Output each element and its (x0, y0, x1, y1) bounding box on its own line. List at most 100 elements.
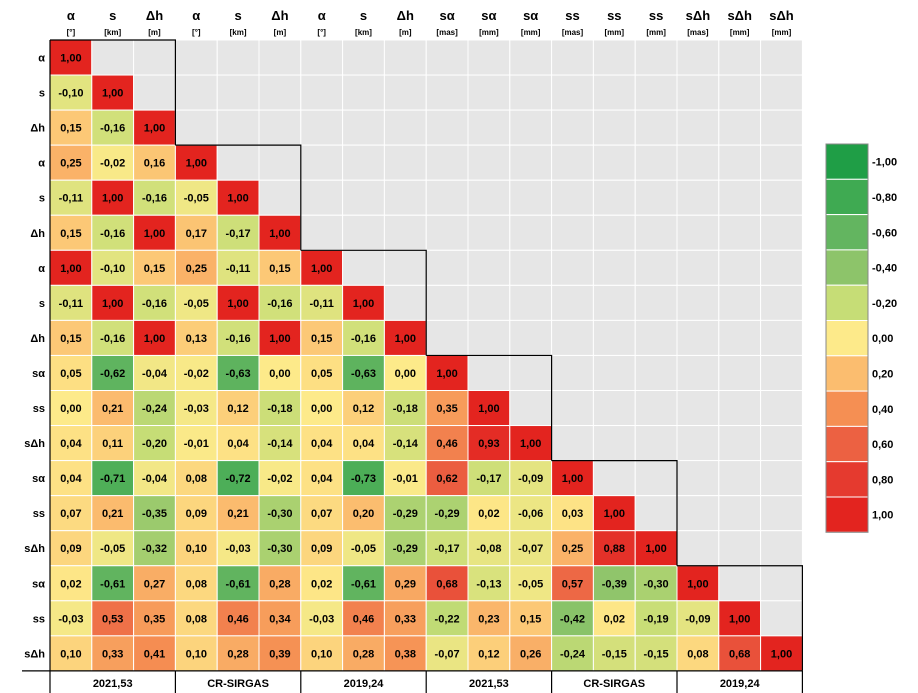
block-outline (426, 354, 553, 461)
cell-value-label: -0,24 (142, 403, 168, 415)
heatmap-cell (49, 565, 93, 602)
empty-cell (760, 425, 803, 462)
empty-cell (718, 460, 762, 497)
empty-cell (467, 179, 511, 216)
heatmap-cell (551, 495, 594, 532)
empty-cell (425, 144, 469, 181)
heatmap-cell (174, 214, 218, 251)
cell-value-label: 1,00 (102, 193, 123, 205)
cell-value-label: -0,16 (142, 298, 167, 310)
cell-value-label: -0,16 (100, 228, 125, 240)
heatmap-cell (49, 354, 93, 392)
cell-value-label: -0,01 (393, 473, 418, 485)
cell-value-label: 0,00 (311, 403, 332, 415)
column-header-symbol: ss (565, 8, 579, 23)
legend-label: -0,20 (872, 298, 897, 310)
cell-value-label: -0,61 (226, 578, 251, 590)
empty-cell (634, 214, 678, 251)
cell-value-label: -0,03 (58, 613, 83, 625)
empty-cell (425, 74, 469, 111)
cell-value-label: -0,05 (100, 543, 125, 555)
heatmap-cell (300, 495, 344, 532)
heatmap-cell (91, 425, 135, 462)
cell-value-label: 0,10 (186, 648, 207, 660)
empty-cell (676, 214, 720, 251)
legend-label: 0,00 (872, 333, 893, 345)
legend-label: -0,80 (872, 192, 897, 204)
cell-value-label: -0,09 (685, 613, 710, 625)
legend-swatch (825, 461, 869, 498)
empty-cell (216, 109, 260, 146)
empty-cell (718, 565, 762, 602)
empty-cell (467, 144, 511, 181)
cell-value-label: 0,15 (144, 263, 165, 275)
cell-value-label: 0,62 (436, 473, 457, 485)
heatmap-cell (551, 635, 594, 672)
cell-value-label: 0,41 (144, 648, 165, 660)
cell-value-label: 0,68 (436, 578, 457, 590)
cell-value-label: 0,46 (353, 613, 374, 625)
empty-cell (133, 39, 176, 76)
column-header-symbol: sΔh (686, 8, 711, 23)
block-outline (300, 249, 427, 356)
empty-cell (676, 530, 720, 567)
column-header-unit: [mm] (605, 28, 625, 37)
cell-value-label: 1,00 (102, 298, 123, 310)
empty-cell (676, 179, 720, 216)
empty-cell (718, 39, 762, 76)
empty-cell (634, 74, 678, 111)
cell-value-label: 0,25 (186, 263, 207, 275)
column-header-symbol: sα (481, 8, 496, 23)
heatmap-cell (258, 319, 302, 356)
group-label: CR-SIRGAS (583, 678, 645, 690)
empty-cell (718, 144, 762, 181)
cell-value-label: 0,35 (436, 403, 457, 415)
cell-value-label: -0,02 (184, 368, 209, 380)
empty-cell (760, 144, 803, 181)
empty-cell (509, 319, 553, 356)
empty-cell (425, 109, 469, 146)
cell-value-label: -0,62 (100, 368, 125, 380)
cell-value-label: -0,24 (560, 648, 586, 660)
cell-value-label: 1,00 (269, 228, 290, 240)
cell-value-label: -0,01 (184, 438, 209, 450)
legend-label: 0,40 (872, 404, 893, 416)
cell-value-label: 1,00 (520, 438, 541, 450)
row-label: s (39, 88, 45, 100)
cell-value-label: 0,05 (311, 368, 332, 380)
empty-cell (718, 74, 762, 111)
empty-cell (592, 214, 636, 251)
heatmap-cell (258, 390, 302, 427)
empty-cell (551, 144, 594, 181)
group-label: 2021,53 (93, 678, 133, 690)
empty-cell (551, 284, 594, 321)
cell-value-label: -0,05 (351, 543, 376, 555)
empty-cell (425, 284, 469, 321)
heatmap-cell (425, 354, 469, 392)
heatmap-cell (425, 390, 469, 427)
legend-border (825, 143, 869, 533)
cell-value-label: 0,21 (102, 508, 123, 520)
heatmap-cell (174, 354, 218, 392)
cell-value-label: 0,10 (60, 648, 81, 660)
legend-swatch (825, 214, 869, 251)
cell-value-label: -0,29 (393, 543, 418, 555)
heatmap-cell (49, 530, 93, 567)
heatmap-cell (300, 425, 344, 462)
cell-value-label: -0,29 (393, 508, 418, 520)
empty-cell (551, 425, 594, 462)
empty-cell (425, 39, 469, 76)
heatmap-cell (634, 600, 678, 637)
empty-cell (509, 109, 553, 146)
cell-value-label: 0,12 (478, 648, 499, 660)
empty-cell (342, 144, 385, 181)
column-header-symbol: α (192, 8, 200, 23)
cell-value-label: -0,22 (435, 613, 460, 625)
heatmap-cell (91, 635, 135, 672)
cell-value-label: 0,38 (395, 648, 416, 660)
cell-value-label: 1,00 (729, 613, 750, 625)
column-header-symbol: sΔh (727, 8, 752, 23)
heatmap-cell (342, 600, 385, 637)
heatmap-cell (91, 74, 135, 111)
cell-value-label: -0,05 (184, 193, 209, 205)
